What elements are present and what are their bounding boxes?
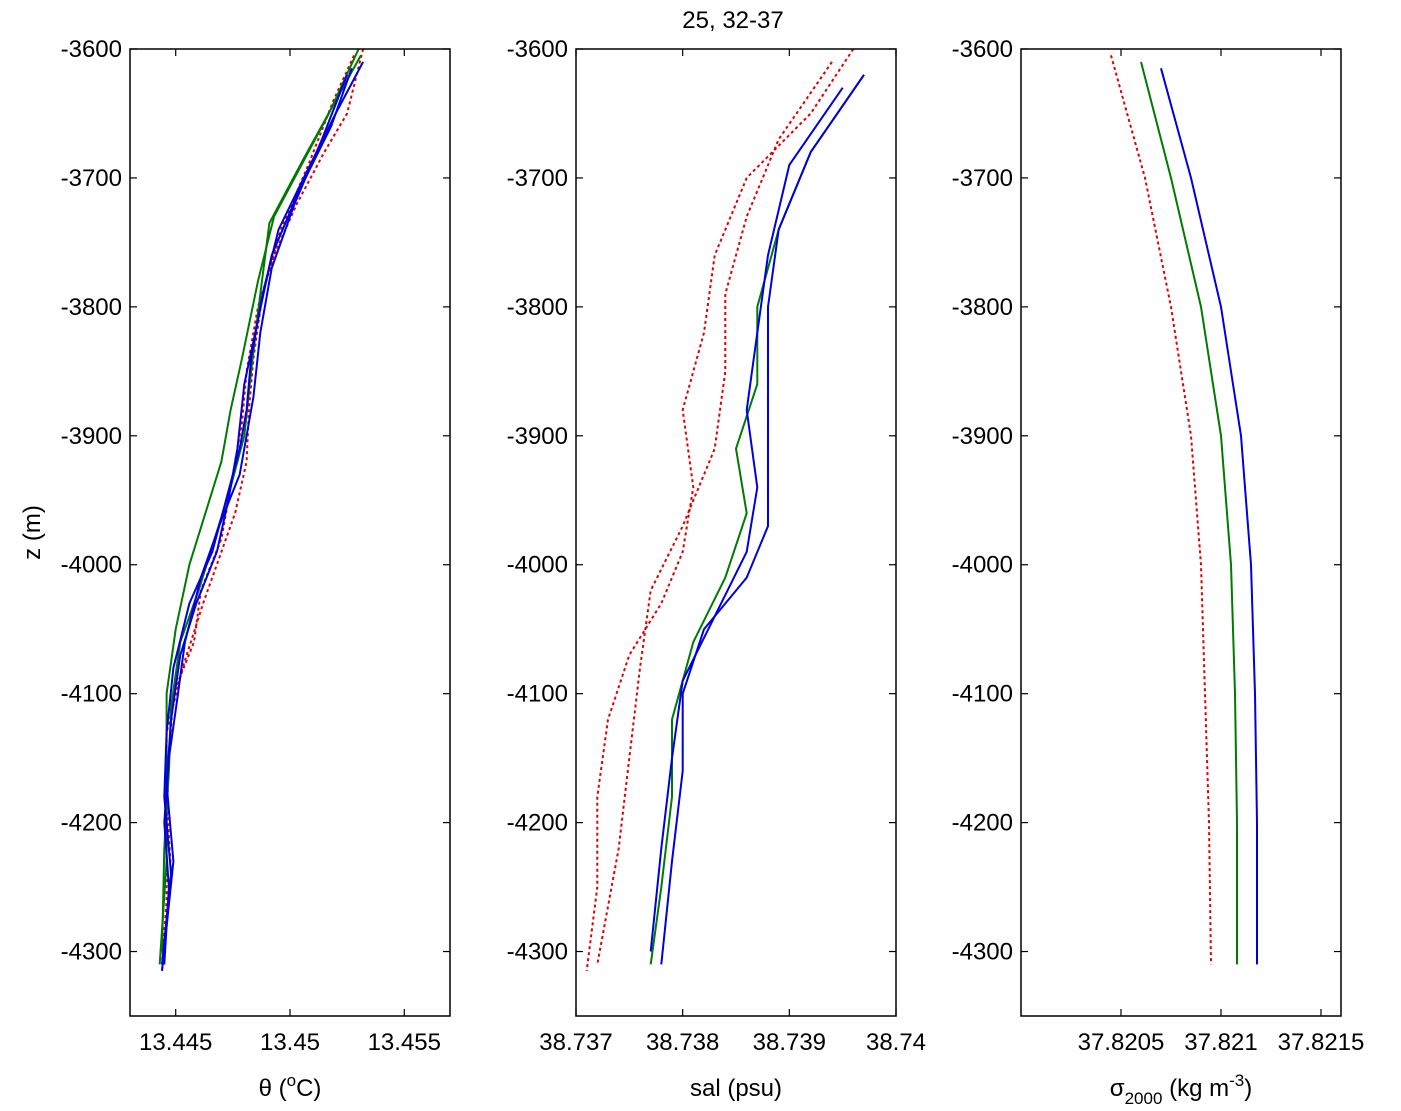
density-panel: -3600 -3700 -3800 -3900 -4000 -4100 -4200 -4300…: [952, 36, 1365, 1108]
salinity-series-5: [649, 87, 844, 952]
temperature-ytick-label: -4200: [61, 810, 122, 837]
figure-title: 25, 32-37: [682, 7, 783, 34]
density-ytick-label: -4200: [952, 810, 1013, 837]
temperature-series-6: [161, 67, 353, 972]
temperature-xtick-label: 13.455: [368, 1029, 441, 1056]
salinity-ytick-label: -3900: [507, 423, 568, 450]
salinity-series-group: [585, 49, 865, 972]
salinity-xtick-label: 38.739: [753, 1029, 826, 1056]
density-ytick-label: -4000: [952, 552, 1013, 579]
temperature-ytick-label: -3600: [61, 36, 122, 63]
density-ytick-label: -3600: [952, 36, 1013, 63]
salinity-ytick-label: -4100: [507, 681, 568, 708]
plot-panels: -3600 -3700 -3800 -3900 -4000 -4100 -4200 -4300…: [19, 36, 1364, 1108]
salinity-ytick-label: -4200: [507, 810, 568, 837]
temperature-ytick-label: -4100: [61, 681, 122, 708]
temperature-axes-frame: [129, 48, 451, 1017]
temperature-ytick-label: -3800: [61, 294, 122, 321]
salinity-xtick-label: 38.738: [646, 1029, 719, 1056]
density-ytick-label: -4300: [952, 939, 1013, 966]
density-series-1: [1110, 55, 1212, 965]
temperature-xtick-label: 13.45: [260, 1029, 320, 1056]
temperature-xtick-label: 13.445: [139, 1029, 212, 1056]
density-axes-frame: [1020, 48, 1342, 1017]
density-xtick-label: 37.8215: [1278, 1029, 1365, 1056]
temperature-ytick-label: -4300: [61, 939, 122, 966]
salinity-xlabel: sal (psu): [690, 1075, 782, 1102]
density-ytick-label: -4100: [952, 681, 1013, 708]
salinity-ytick-label: -3700: [507, 165, 568, 192]
temperature-xlabel: θ (oC): [259, 1071, 322, 1102]
salinity-series-3: [649, 74, 865, 965]
salinity-axes-frame: [575, 48, 897, 1017]
temperature-panel: -3600 -3700 -3800 -3900 -4000 -4100 -4200 -4300…: [19, 36, 451, 1102]
density-ytick-label: -3900: [952, 423, 1013, 450]
temperature-series-7: [163, 74, 349, 965]
salinity-panel: -3600 -3700 -3800 -3900 -4000 -4100 -4200 -4300…: [507, 36, 926, 1102]
density-xlabel: σ2000 (kg m-3): [1110, 1071, 1252, 1108]
density-series-group: [1110, 55, 1258, 965]
temperature-series-3: [158, 49, 360, 965]
salinity-ytick-label: -3600: [507, 36, 568, 63]
temperature-ytick-label: -4000: [61, 552, 122, 579]
temperature-series-5: [161, 61, 364, 965]
temperature-series-1: [161, 49, 365, 965]
temperature-ytick-label: -3700: [61, 165, 122, 192]
density-xtick-label: 37.8205: [1078, 1029, 1165, 1056]
temperature-series-group: [158, 49, 365, 972]
temperature-series-2: [161, 54, 355, 971]
salinity-ytick-label: -4000: [507, 552, 568, 579]
ylabel: z (m): [19, 505, 46, 560]
salinity-ytick-label: -4300: [507, 939, 568, 966]
salinity-series-1: [585, 49, 855, 972]
salinity-xtick-label: 38.74: [866, 1029, 926, 1056]
density-series-2: [1140, 61, 1238, 965]
temperature-series-4: [161, 54, 362, 952]
salinity-series-2: [596, 61, 833, 965]
density-ytick-label: -3700: [952, 165, 1013, 192]
density-xtick-label: 37.821: [1184, 1029, 1257, 1056]
temperature-ytick-label: -3900: [61, 423, 122, 450]
salinity-series-4: [660, 74, 865, 965]
density-series-3: [1160, 68, 1258, 965]
salinity-xtick-label: 38.737: [539, 1029, 612, 1056]
density-ytick-label: -3800: [952, 294, 1013, 321]
salinity-ytick-label: -3800: [507, 294, 568, 321]
